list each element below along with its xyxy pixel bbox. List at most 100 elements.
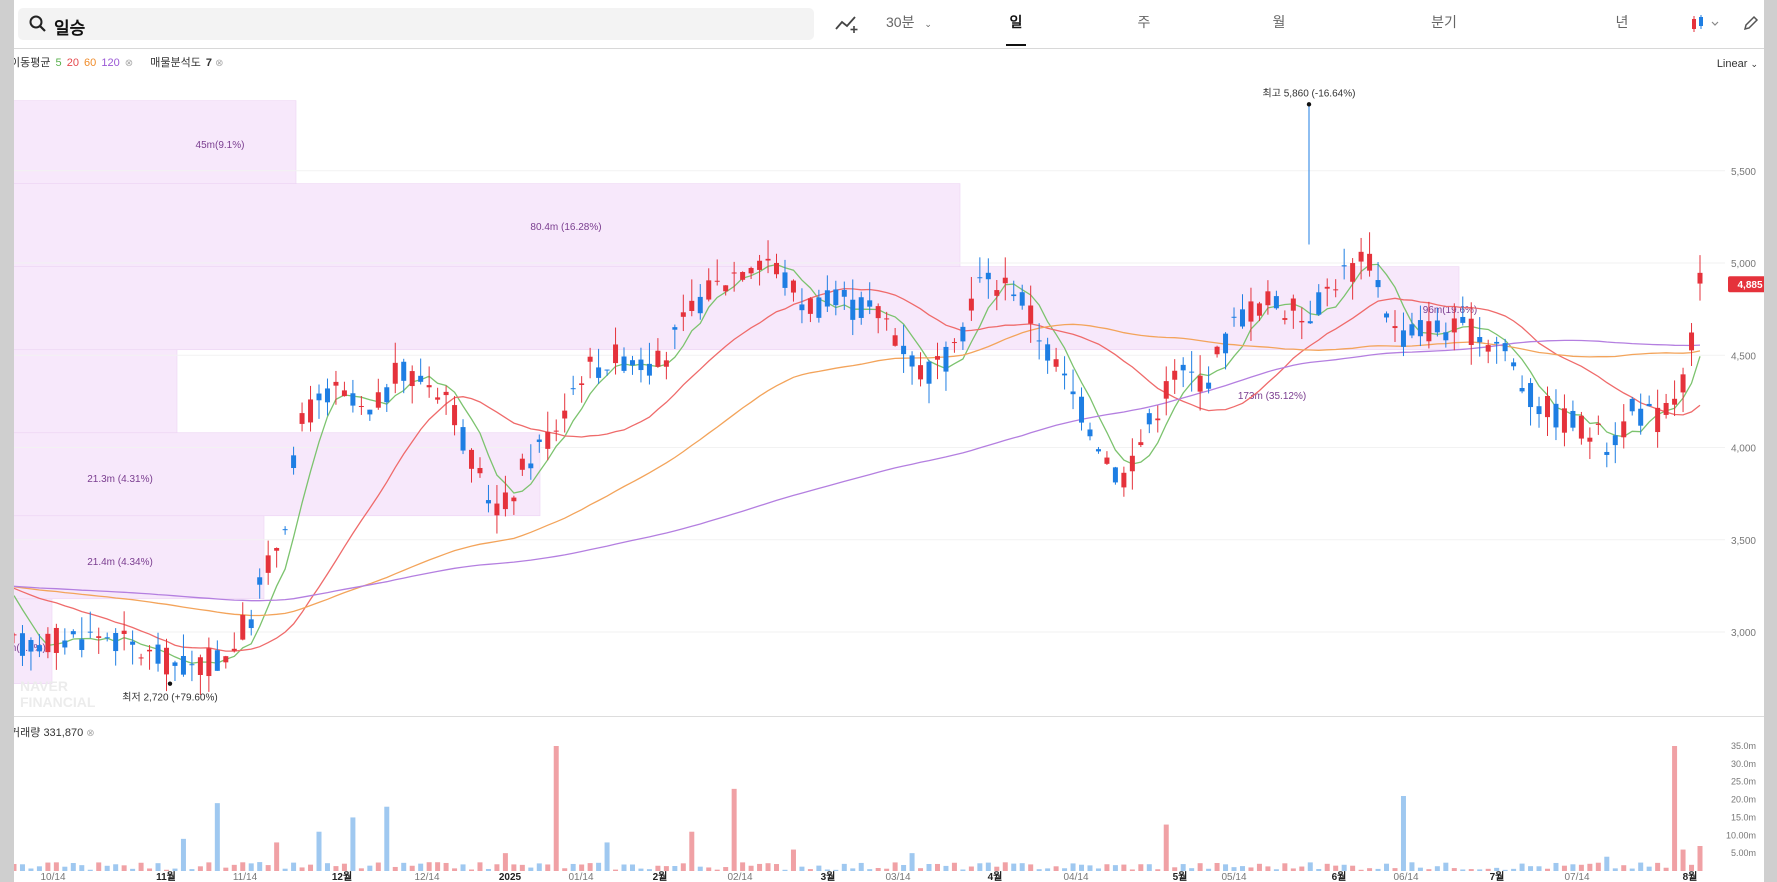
candle-body: [570, 388, 576, 390]
volume-bar: [833, 869, 839, 871]
candle-body: [1112, 467, 1118, 483]
volume-bar: [1248, 867, 1254, 871]
volume-bar: [867, 869, 873, 871]
candle-body: [1384, 313, 1390, 318]
candle-body: [782, 272, 788, 288]
pencil-icon[interactable]: [1742, 14, 1760, 32]
candle-body: [1561, 408, 1567, 433]
volume-bar: [1299, 866, 1305, 871]
x-tick-label: 07/14: [1564, 872, 1589, 882]
candle-type-icon[interactable]: [1690, 14, 1722, 34]
candle-body: [409, 371, 415, 387]
candle-body: [1155, 418, 1161, 421]
volume-bar: [36, 866, 42, 871]
candle-body: [214, 650, 220, 671]
candle-body: [824, 290, 830, 307]
candle-body: [663, 360, 669, 367]
volume-bar: [1087, 865, 1093, 871]
candle-body: [477, 467, 483, 474]
candle-body: [104, 637, 110, 639]
interval-select[interactable]: 30분 ⌄: [886, 12, 932, 32]
volume-tick-label: 20.0m: [1731, 795, 1756, 805]
candle-body: [96, 636, 102, 638]
scale-mode-select[interactable]: Linear ⌄: [1717, 58, 1758, 70]
candle-body: [1621, 421, 1627, 438]
candle-body: [875, 306, 881, 319]
volume-bar: [121, 865, 127, 871]
x-tick-label: 11월: [156, 871, 176, 882]
candle-body: [596, 367, 602, 378]
volume-bar: [350, 817, 356, 871]
close-icon[interactable]: ⊗: [124, 58, 134, 69]
drawing-tool-icon[interactable]: [834, 14, 860, 34]
top-toolbar: 일승 30분 ⌄ 일 주 월 분기 년: [14, 0, 1764, 49]
volume-bar: [291, 862, 297, 871]
volume-bar: [1578, 864, 1584, 871]
candle-body: [1256, 303, 1262, 316]
candle-body: [1333, 289, 1339, 291]
volume-bar: [1638, 862, 1644, 871]
candle-body: [1045, 344, 1051, 361]
candle-body: [469, 449, 475, 469]
candle-body: [1350, 263, 1356, 282]
candle-body: [1197, 375, 1203, 392]
volume-bar: [748, 865, 754, 871]
candle-body: [918, 365, 924, 380]
candle-body: [240, 614, 246, 640]
volume-bar: [87, 869, 93, 871]
pane-divider[interactable]: [14, 716, 1764, 717]
close-icon[interactable]: ⊗: [86, 728, 95, 739]
close-icon[interactable]: ⊗: [215, 58, 224, 69]
volume-bar: [375, 862, 381, 871]
chevron-down-icon: ⌄: [1750, 59, 1758, 69]
tab-day[interactable]: 일: [1006, 12, 1026, 46]
candle-body: [1646, 403, 1652, 407]
high-annotation: 최고 5,860 (-16.64%): [1263, 87, 1356, 99]
x-tick-label: 10/14: [40, 872, 65, 882]
x-tick-label: 6월: [1332, 871, 1347, 882]
tab-month[interactable]: 월: [1272, 14, 1286, 30]
candle-body: [1290, 298, 1296, 311]
candle-body: [646, 363, 652, 376]
candle-body: [460, 427, 466, 451]
candle-body: [231, 648, 237, 651]
volume-bar: [1239, 866, 1245, 871]
search-box[interactable]: 일승: [18, 8, 814, 40]
candle-body: [1172, 370, 1178, 380]
candle-body: [1138, 442, 1144, 446]
volume-bar: [1672, 746, 1678, 871]
candle-body: [70, 631, 76, 635]
candle-body: [1460, 316, 1466, 323]
candle-body: [418, 375, 424, 382]
indicator-legend: 이동평균 5 20 60 120 ⊗ 매물분석도 7 ⊗: [14, 54, 225, 70]
volume-bar: [943, 865, 949, 871]
volume-bar: [985, 862, 991, 871]
volume-bar: [1172, 867, 1178, 871]
volume-bar: [968, 866, 974, 871]
volume-bar: [731, 788, 737, 871]
candle-body: [1248, 301, 1254, 322]
candle-body: [1163, 381, 1169, 399]
candle-body: [740, 272, 746, 280]
candle-body: [87, 631, 93, 633]
tab-year[interactable]: 년: [1615, 14, 1629, 30]
candle-body: [452, 405, 458, 426]
candle-body: [867, 300, 873, 307]
candle-body: [1629, 398, 1635, 412]
current-price-label: 4,885: [1737, 280, 1762, 291]
price-chart[interactable]: 9.4m(1.9%)21.4m (4.34%)21.3m (4.31%)173m…: [14, 0, 1764, 882]
volume-bar: [1460, 869, 1466, 871]
search-query[interactable]: 일승: [54, 19, 86, 38]
candle-body: [536, 439, 542, 442]
volume-bar: [214, 803, 220, 871]
y-tick-label: 4,000: [1731, 444, 1756, 455]
tab-week[interactable]: 주: [1137, 14, 1151, 30]
candle-body: [282, 529, 288, 531]
volume-bar: [1189, 868, 1195, 871]
candle-body: [265, 555, 271, 573]
volume-bar: [155, 863, 161, 871]
x-tick-label: 03/14: [885, 872, 910, 882]
tab-quarter[interactable]: 분기: [1431, 14, 1457, 30]
volume-bar: [909, 853, 915, 871]
volume-bar: [1367, 868, 1373, 871]
